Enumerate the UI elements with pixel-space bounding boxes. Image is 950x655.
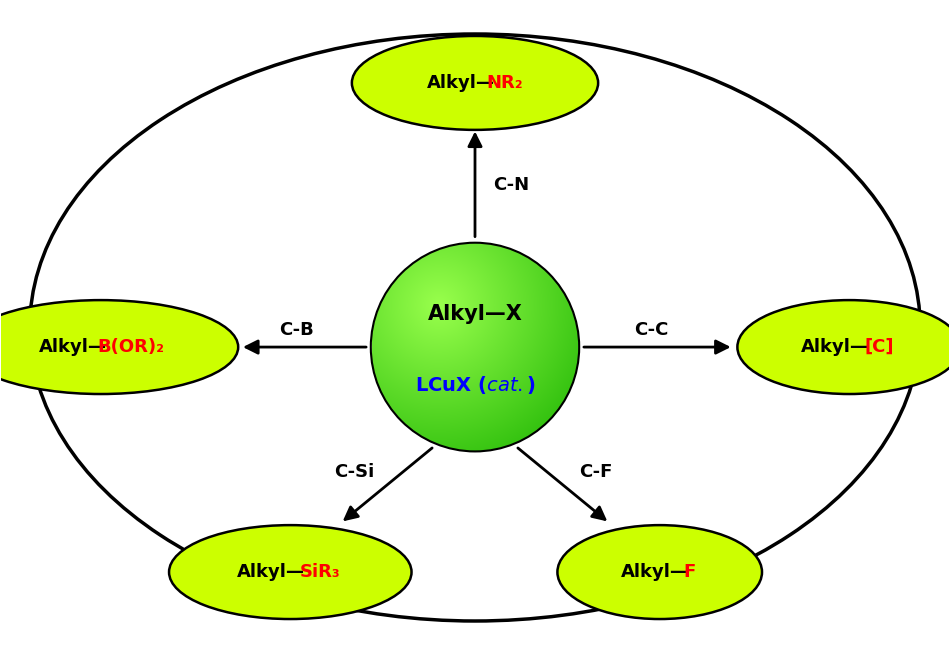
Text: C-B: C-B [279, 321, 314, 339]
Text: C-C: C-C [634, 321, 669, 339]
Text: NR₂: NR₂ [486, 74, 523, 92]
Text: B(OR)₂: B(OR)₂ [97, 338, 164, 356]
Ellipse shape [737, 300, 950, 394]
Ellipse shape [169, 525, 411, 619]
Ellipse shape [0, 300, 238, 394]
Ellipse shape [558, 525, 762, 619]
Text: C-F: C-F [580, 463, 613, 481]
Text: Alkyl—: Alkyl— [801, 338, 869, 356]
Text: Alkyl—X: Alkyl—X [428, 305, 522, 324]
Text: [C]: [C] [864, 338, 894, 356]
Text: LCuX ($\it{cat.}$): LCuX ($\it{cat.}$) [414, 374, 536, 396]
Text: Alkyl—: Alkyl— [427, 74, 495, 92]
Text: Alkyl—: Alkyl— [38, 338, 106, 356]
Text: F: F [683, 563, 695, 581]
Text: C-N: C-N [493, 176, 529, 195]
Text: SiR₃: SiR₃ [300, 563, 340, 581]
Text: Alkyl—: Alkyl— [621, 563, 689, 581]
Ellipse shape [352, 36, 598, 130]
Text: C-Si: C-Si [333, 463, 374, 481]
Text: Alkyl—: Alkyl— [238, 563, 305, 581]
